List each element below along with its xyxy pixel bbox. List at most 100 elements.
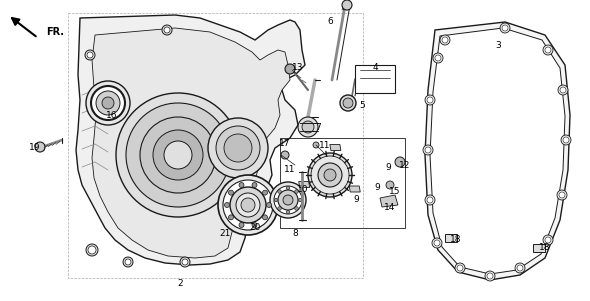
Text: 11: 11 [284, 166, 296, 175]
Bar [533, 244, 545, 252]
Polygon shape [330, 144, 341, 150]
Circle shape [278, 190, 298, 210]
Circle shape [281, 151, 289, 159]
Circle shape [218, 175, 278, 235]
Circle shape [425, 195, 435, 205]
Text: 20: 20 [250, 224, 261, 232]
Text: 13: 13 [292, 64, 304, 73]
Text: 21: 21 [219, 228, 231, 237]
Circle shape [340, 95, 356, 111]
Text: 2: 2 [177, 278, 183, 287]
Circle shape [434, 240, 440, 246]
Circle shape [102, 97, 114, 109]
Circle shape [270, 182, 306, 218]
Circle shape [35, 142, 45, 152]
Text: 10: 10 [297, 185, 309, 194]
Circle shape [559, 192, 565, 198]
Circle shape [223, 180, 273, 230]
Circle shape [435, 55, 441, 61]
Circle shape [85, 50, 95, 60]
Circle shape [162, 25, 172, 35]
Circle shape [308, 153, 352, 197]
Circle shape [91, 86, 125, 120]
Circle shape [440, 35, 450, 45]
Circle shape [427, 97, 433, 103]
Circle shape [561, 135, 571, 145]
Circle shape [543, 45, 553, 55]
Circle shape [425, 147, 431, 153]
Circle shape [126, 103, 230, 207]
Circle shape [164, 141, 192, 169]
Polygon shape [76, 15, 305, 265]
Circle shape [285, 64, 295, 74]
Circle shape [286, 210, 290, 214]
Circle shape [487, 273, 493, 279]
Circle shape [318, 163, 342, 187]
Text: 19: 19 [30, 144, 41, 153]
Circle shape [274, 198, 278, 202]
Text: 9: 9 [374, 184, 380, 193]
Text: 15: 15 [389, 188, 401, 197]
Text: FR.: FR. [46, 27, 64, 37]
Bar [355, 65, 395, 93]
Text: 8: 8 [292, 228, 298, 237]
Circle shape [164, 27, 170, 33]
Circle shape [343, 98, 353, 108]
Circle shape [96, 91, 120, 115]
Circle shape [543, 235, 553, 245]
Circle shape [545, 47, 551, 53]
Circle shape [298, 117, 318, 137]
Circle shape [116, 93, 240, 217]
Circle shape [182, 259, 188, 265]
Circle shape [263, 215, 267, 220]
Text: 9: 9 [353, 196, 359, 204]
Circle shape [239, 182, 244, 188]
Circle shape [433, 53, 443, 63]
Circle shape [302, 121, 314, 133]
Circle shape [216, 126, 260, 170]
Circle shape [545, 237, 551, 243]
Circle shape [311, 156, 349, 194]
Circle shape [225, 203, 230, 207]
Text: 3: 3 [495, 41, 501, 49]
Circle shape [86, 81, 130, 125]
Circle shape [432, 238, 442, 248]
Circle shape [228, 215, 234, 220]
Polygon shape [349, 186, 360, 192]
Circle shape [395, 157, 405, 167]
Circle shape [239, 222, 244, 228]
Circle shape [88, 246, 96, 254]
Circle shape [294, 190, 299, 193]
Circle shape [140, 117, 216, 193]
Circle shape [386, 181, 394, 189]
Circle shape [267, 203, 271, 207]
Circle shape [294, 207, 299, 210]
Circle shape [278, 207, 281, 210]
Text: 4: 4 [372, 64, 378, 73]
Circle shape [153, 130, 203, 180]
Text: 9: 9 [385, 163, 391, 172]
Circle shape [230, 187, 266, 223]
Text: 7: 7 [315, 123, 321, 132]
Polygon shape [425, 22, 570, 280]
Bar [280, 138, 405, 228]
Circle shape [557, 190, 567, 200]
Circle shape [283, 195, 293, 205]
Circle shape [455, 263, 465, 273]
Circle shape [241, 198, 255, 212]
Polygon shape [299, 182, 310, 188]
Circle shape [324, 169, 336, 181]
Bar [68, 13, 363, 278]
Circle shape [208, 118, 268, 178]
Circle shape [123, 257, 133, 267]
Circle shape [457, 265, 463, 271]
Circle shape [558, 85, 568, 95]
Text: 16: 16 [106, 110, 118, 119]
Circle shape [87, 52, 93, 58]
Circle shape [224, 134, 252, 162]
Circle shape [228, 190, 234, 195]
Circle shape [502, 25, 508, 31]
Polygon shape [92, 28, 290, 258]
Circle shape [427, 197, 433, 203]
Text: 11: 11 [319, 141, 331, 150]
